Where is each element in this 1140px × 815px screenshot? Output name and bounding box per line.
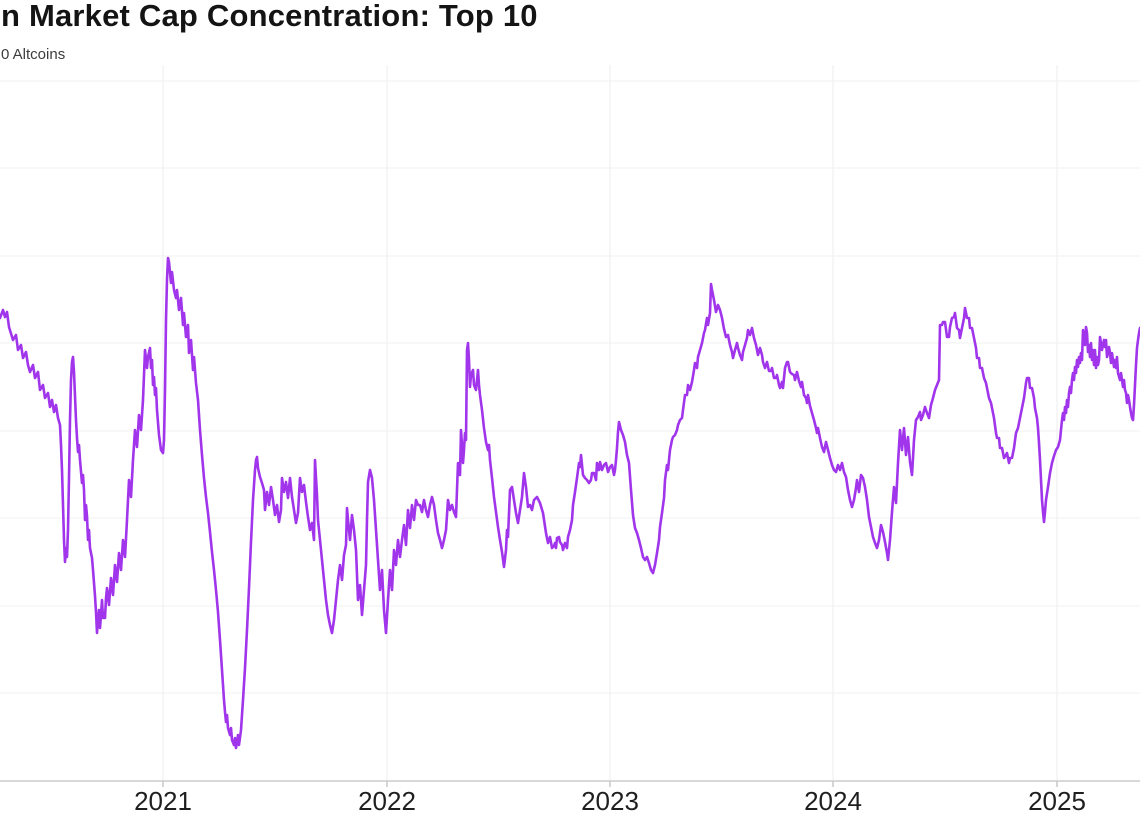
x-tick-label: 2022	[358, 786, 416, 815]
x-tick-label: 2024	[804, 786, 862, 815]
x-tick-label: 2025	[1028, 786, 1086, 815]
chart-title: n Market Cap Concentration: Top 10	[1, 0, 538, 33]
x-tick-label: 2023	[581, 786, 639, 815]
x-tick-label: 2021	[134, 786, 192, 815]
data-line	[0, 256, 1140, 750]
chart-subtitle: 0 Altcoins	[1, 46, 66, 63]
